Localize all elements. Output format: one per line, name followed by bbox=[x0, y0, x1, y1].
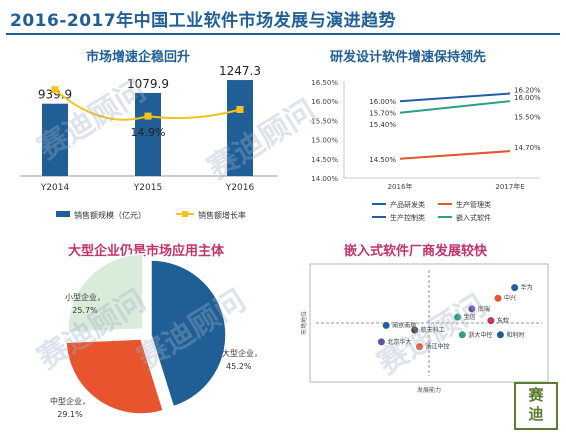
series-line bbox=[399, 150, 511, 160]
legend-swatch bbox=[56, 211, 70, 217]
bar-value-label: 939.9 bbox=[38, 88, 72, 102]
vendor-label: 中兴 bbox=[504, 294, 516, 302]
vendor-point bbox=[381, 320, 391, 330]
series-line bbox=[399, 92, 511, 103]
line-chart-title: 研发设计软件增速保持领先 bbox=[330, 50, 487, 65]
data-label: 16.20% bbox=[514, 87, 541, 95]
x-tick-label: Y2015 bbox=[133, 183, 162, 193]
vendor-point bbox=[457, 330, 467, 340]
vendor-label: 和利时 bbox=[506, 331, 524, 339]
slice-name-label: 中型企业， bbox=[50, 396, 90, 406]
vendor-point bbox=[414, 342, 424, 352]
x-tick-label: 2017年E bbox=[495, 182, 524, 191]
legend-label: 产品研发类 bbox=[390, 200, 425, 209]
growth-rate-label: 14.9% bbox=[131, 126, 166, 139]
x-tick-label: Y2014 bbox=[40, 183, 70, 193]
vendor-label: 航天科工 bbox=[421, 326, 445, 334]
y-tick-label: 15.50% bbox=[311, 117, 338, 125]
vendor-point bbox=[510, 283, 520, 293]
vendor-label: 华为 bbox=[521, 284, 533, 292]
pie-slice bbox=[67, 253, 144, 334]
legend-label: 生产控制类 bbox=[390, 213, 425, 222]
y-axis-label: 市场地位 bbox=[300, 311, 308, 335]
vendor-point bbox=[410, 325, 420, 335]
pie-slice bbox=[150, 259, 227, 408]
y-tick-label: 14.50% bbox=[311, 156, 338, 164]
data-label: 16.00% bbox=[514, 94, 541, 102]
vendor-label: 南京南瑞 bbox=[392, 321, 416, 329]
vendor-label: 东软 bbox=[497, 317, 509, 325]
bar bbox=[135, 92, 161, 176]
legend-swatch bbox=[182, 211, 188, 217]
y-tick-label: 14.00% bbox=[311, 175, 338, 183]
vendor-label: 宝信 bbox=[464, 313, 476, 321]
vendor-label: 浙江中控 bbox=[425, 343, 449, 351]
logo-char: 赛 bbox=[528, 386, 544, 404]
vendor-label: 南瑞 bbox=[478, 305, 490, 313]
x-tick-label: 2016年 bbox=[388, 182, 413, 191]
y-tick-label: 15.00% bbox=[311, 137, 338, 145]
y-tick-label: 16.50% bbox=[311, 79, 338, 87]
logo-char: 迪 bbox=[528, 405, 544, 423]
vendor-point bbox=[467, 304, 477, 314]
y-tick-label: 16.00% bbox=[311, 98, 338, 106]
slice-name-label: 大型企业， bbox=[222, 348, 262, 358]
growth-rate-point bbox=[236, 106, 244, 113]
legend-label: 嵌入式软件 bbox=[456, 213, 491, 222]
vendor-label: 浙大中控 bbox=[468, 331, 492, 339]
bar bbox=[42, 103, 68, 176]
legend-label: 销售额增长率 bbox=[198, 210, 246, 220]
growth-rate-point bbox=[144, 112, 152, 120]
bar-value-label: 1079.9 bbox=[127, 77, 169, 91]
data-label: 15.40% bbox=[369, 121, 396, 129]
company-logo: 赛 迪 bbox=[514, 382, 558, 430]
data-label: 16.00% bbox=[369, 98, 396, 106]
legend-label: 生产管理类 bbox=[456, 200, 491, 209]
vendor-point bbox=[453, 312, 463, 322]
bar-chart-title: 市场增速企稳回升 bbox=[86, 50, 191, 65]
scatter-chart-title: 嵌入式软件厂商发展较快 bbox=[344, 244, 488, 259]
slice-value-label: 29.1% bbox=[57, 410, 83, 419]
vendor-label: 北京华大 bbox=[387, 338, 411, 346]
page-title: 2016-2017年中国工业软件市场发展与演进趋势 bbox=[10, 11, 397, 31]
slice-value-label: 45.2% bbox=[226, 362, 252, 371]
vendor-point bbox=[493, 293, 503, 303]
growth-rate-point bbox=[51, 86, 59, 94]
slice-name-label: 小型企业， bbox=[65, 292, 105, 302]
legend-label: 销售额规模（亿元） bbox=[74, 210, 146, 220]
slice-value-label: 25.7% bbox=[72, 306, 98, 315]
pie-slice bbox=[65, 338, 165, 415]
pie-chart-title: 大型企业仍是市场应用主体 bbox=[68, 244, 225, 259]
data-label: 14.70% bbox=[514, 144, 541, 152]
x-axis-label: 发展能力 bbox=[417, 386, 441, 394]
vendor-point bbox=[376, 337, 386, 347]
title-rule bbox=[6, 33, 560, 35]
vendor-point bbox=[486, 316, 496, 326]
data-label: 14.50% bbox=[369, 156, 396, 164]
x-tick-label: Y2016 bbox=[225, 183, 255, 193]
data-label: 15.70% bbox=[369, 110, 396, 118]
bar-value-label: 1247.3 bbox=[219, 64, 261, 78]
series-line bbox=[399, 100, 511, 114]
data-label: 15.50% bbox=[514, 113, 541, 121]
bar bbox=[227, 80, 253, 176]
vendor-point bbox=[495, 330, 505, 340]
